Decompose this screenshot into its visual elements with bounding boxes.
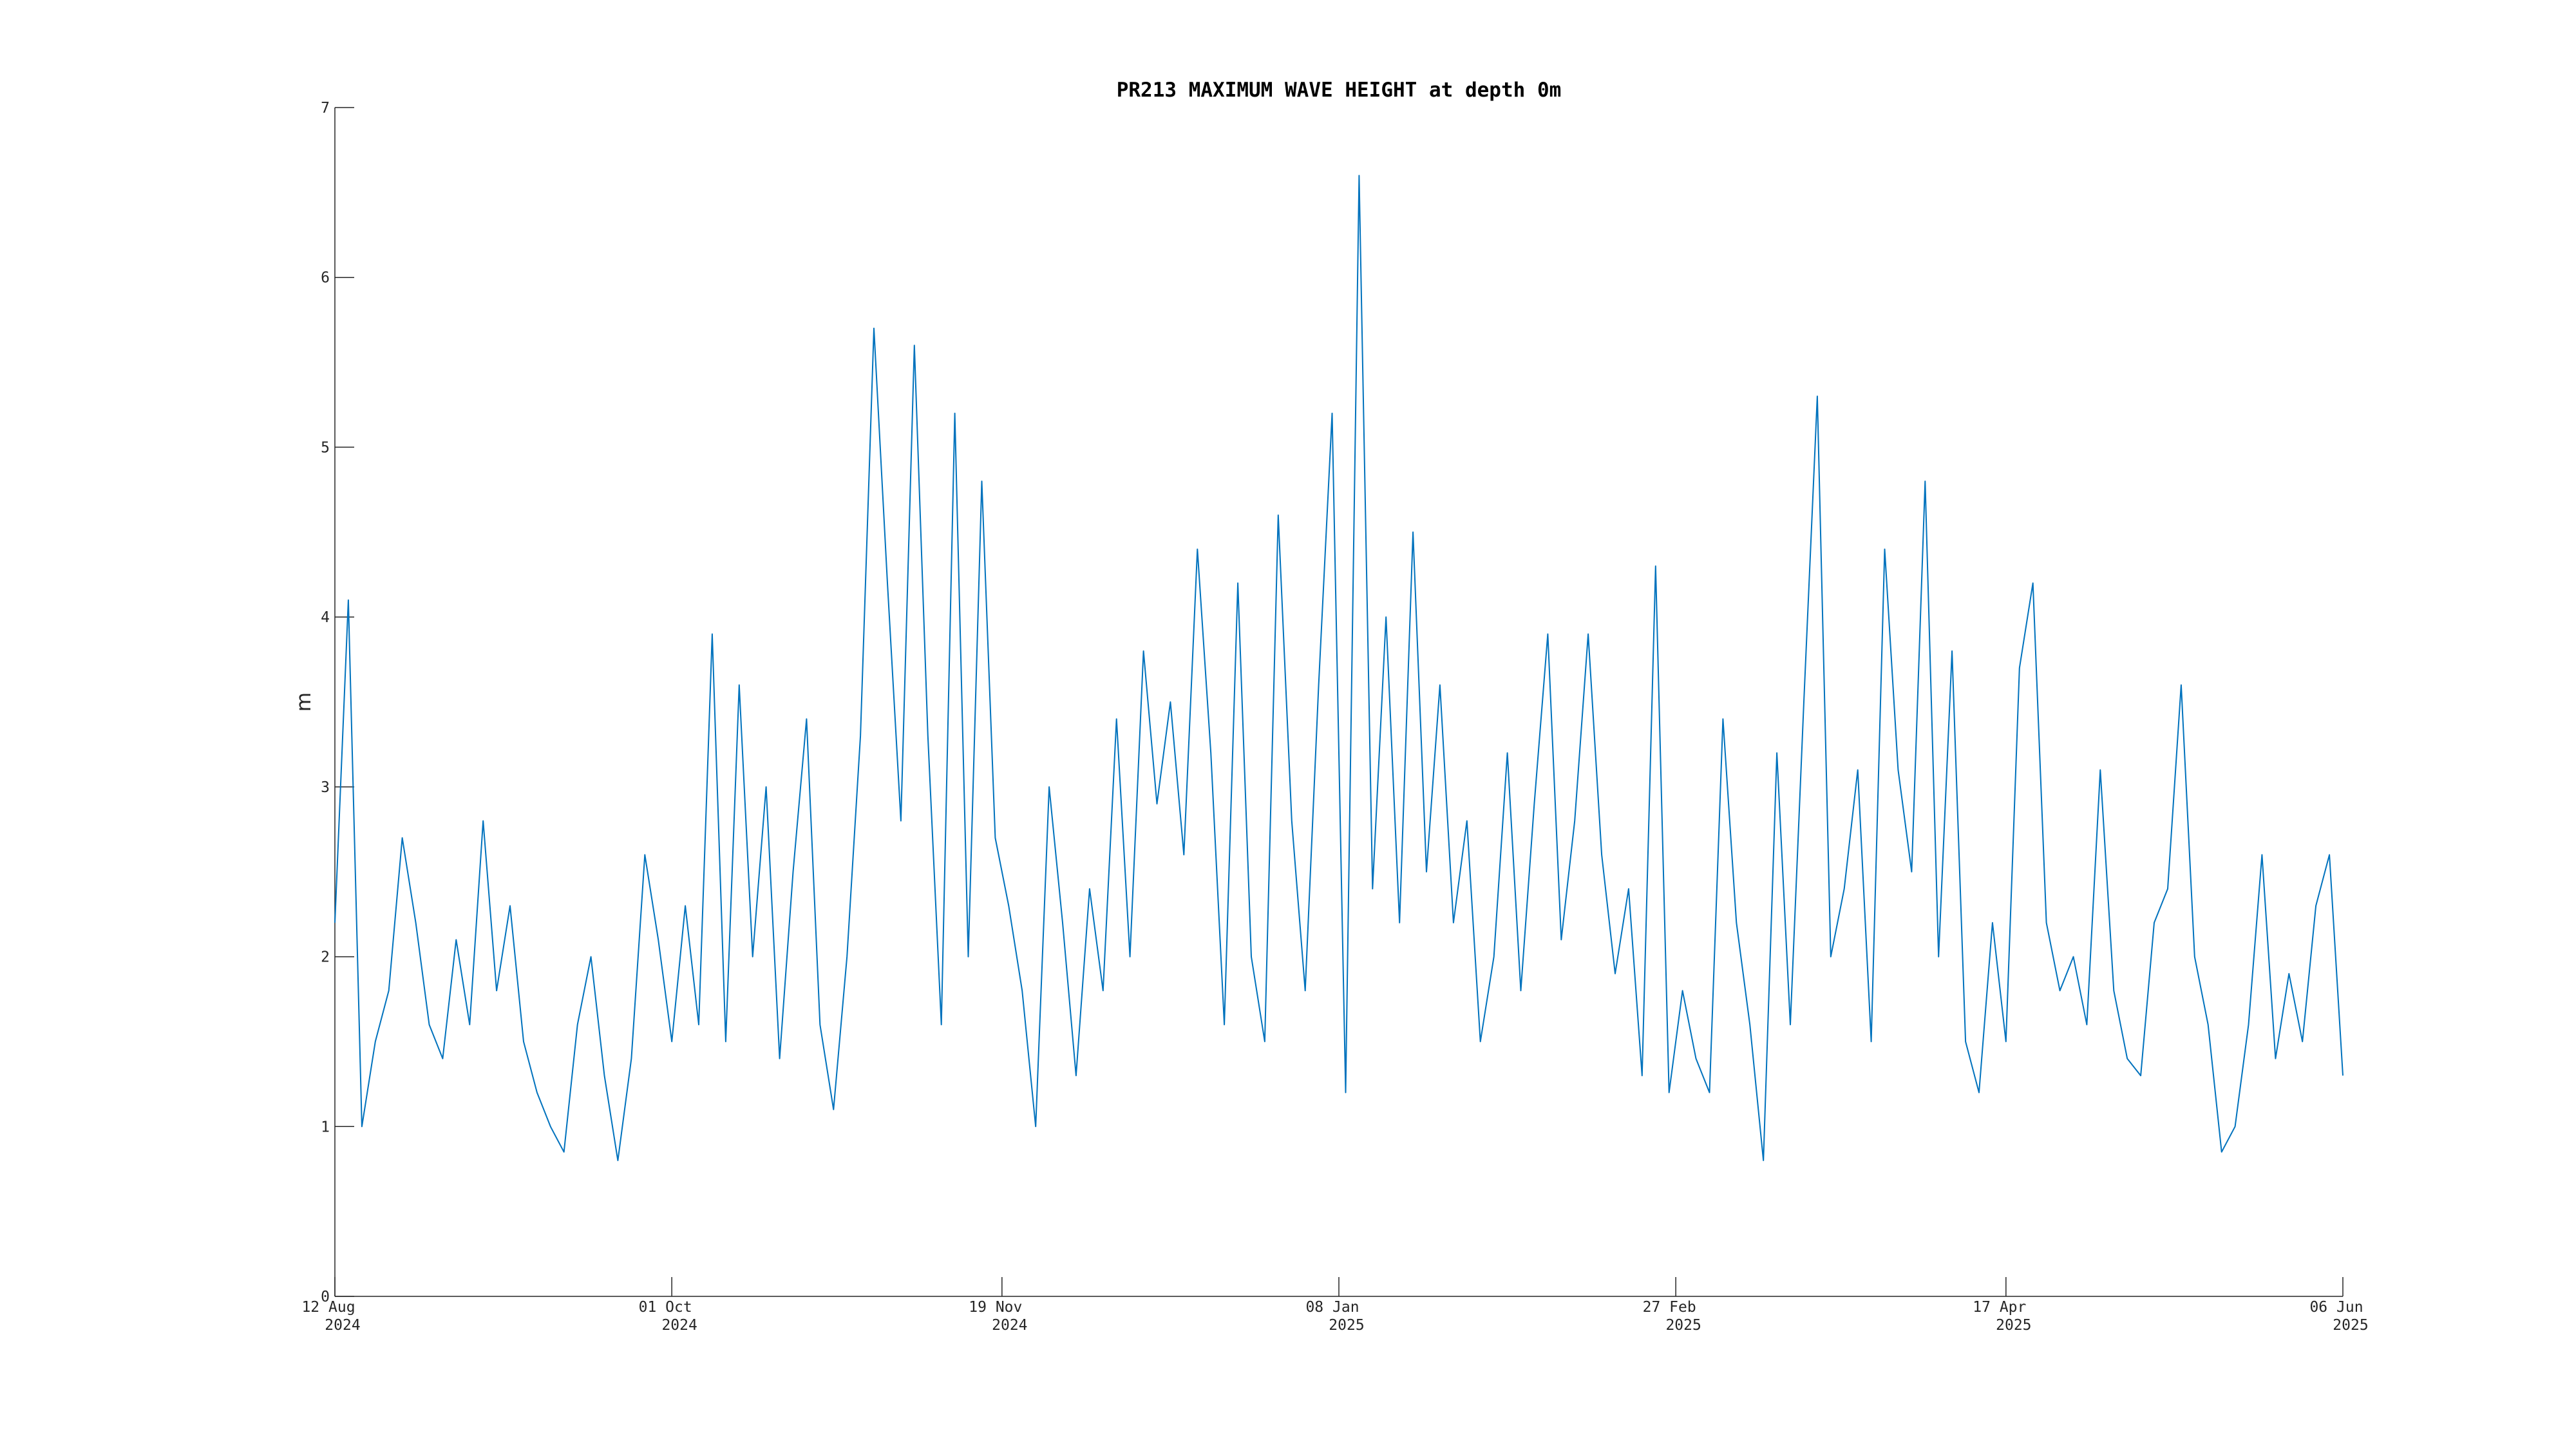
x-tick-label: 27 Feb 2025: [1643, 1299, 1701, 1334]
y-axis-label: m: [292, 692, 316, 712]
y-tick-label: 2: [321, 949, 330, 966]
y-tick-label: 3: [321, 779, 330, 796]
y-tick-label: 6: [321, 270, 330, 287]
y-tick-label: 1: [321, 1119, 330, 1135]
x-tick-label: 12 Aug 2024: [301, 1299, 360, 1334]
y-tick-label: 7: [321, 100, 330, 117]
x-tick-label: 06 Jun 2025: [2309, 1299, 2368, 1334]
x-tick-label: 19 Nov 2024: [969, 1299, 1027, 1334]
chart-title: PR213 MAXIMUM WAVE HEIGHT at depth 0m: [1117, 79, 1562, 102]
y-tick-label: 4: [321, 609, 330, 626]
x-tick-label: 01 Oct 2024: [639, 1299, 697, 1334]
x-tick-label: 17 Apr 2025: [1973, 1299, 2031, 1334]
data-line: [334, 175, 2344, 1161]
y-tick-label: 5: [321, 439, 330, 456]
y-tick-label: 0: [321, 1289, 330, 1305]
x-tick-label: 08 Jan 2025: [1305, 1299, 1364, 1334]
